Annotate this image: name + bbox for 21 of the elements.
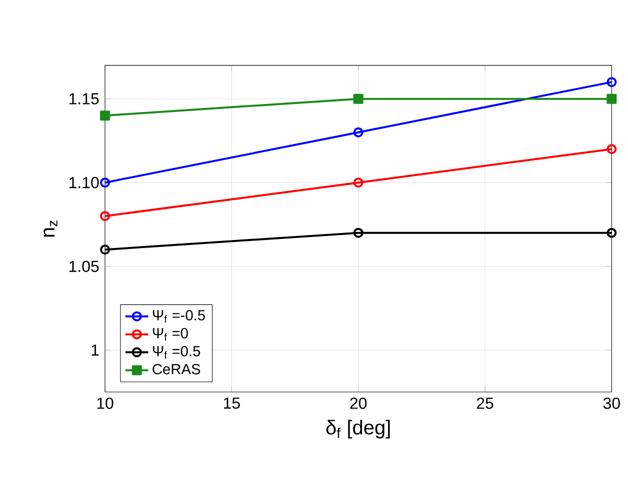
y-axis-title: n$_{z}$ — [44, 220, 58, 237]
point — [606, 94, 617, 104]
legend-label: CeRAS — [152, 364, 200, 374]
legend-label: Ψ$_{f}$ =-0.5 — [152, 310, 205, 323]
x-tick-label: 10 — [97, 398, 114, 409]
y-tick-label: 1 — [92, 344, 99, 356]
x-tick-label: 15 — [224, 398, 240, 409]
x-tick-label: 30 — [603, 398, 620, 409]
x-tick-label: 20 — [350, 398, 367, 409]
point — [353, 178, 364, 188]
x-axis-title: δ$_{f}$ [deg] — [326, 420, 390, 438]
y-tick-label: 1.10 — [69, 176, 99, 188]
legend-label: Ψ$_{f}$ =0.5 — [152, 346, 200, 359]
y-tick-label: 1.15 — [69, 93, 99, 104]
point — [353, 127, 364, 138]
point — [353, 228, 364, 238]
x-tick-label: 25 — [476, 398, 494, 409]
point — [100, 110, 110, 121]
legend-label: Ψ$_{f}$ =0 — [152, 328, 188, 341]
y-tick-label: 1.05 — [69, 260, 99, 272]
point — [353, 94, 364, 104]
